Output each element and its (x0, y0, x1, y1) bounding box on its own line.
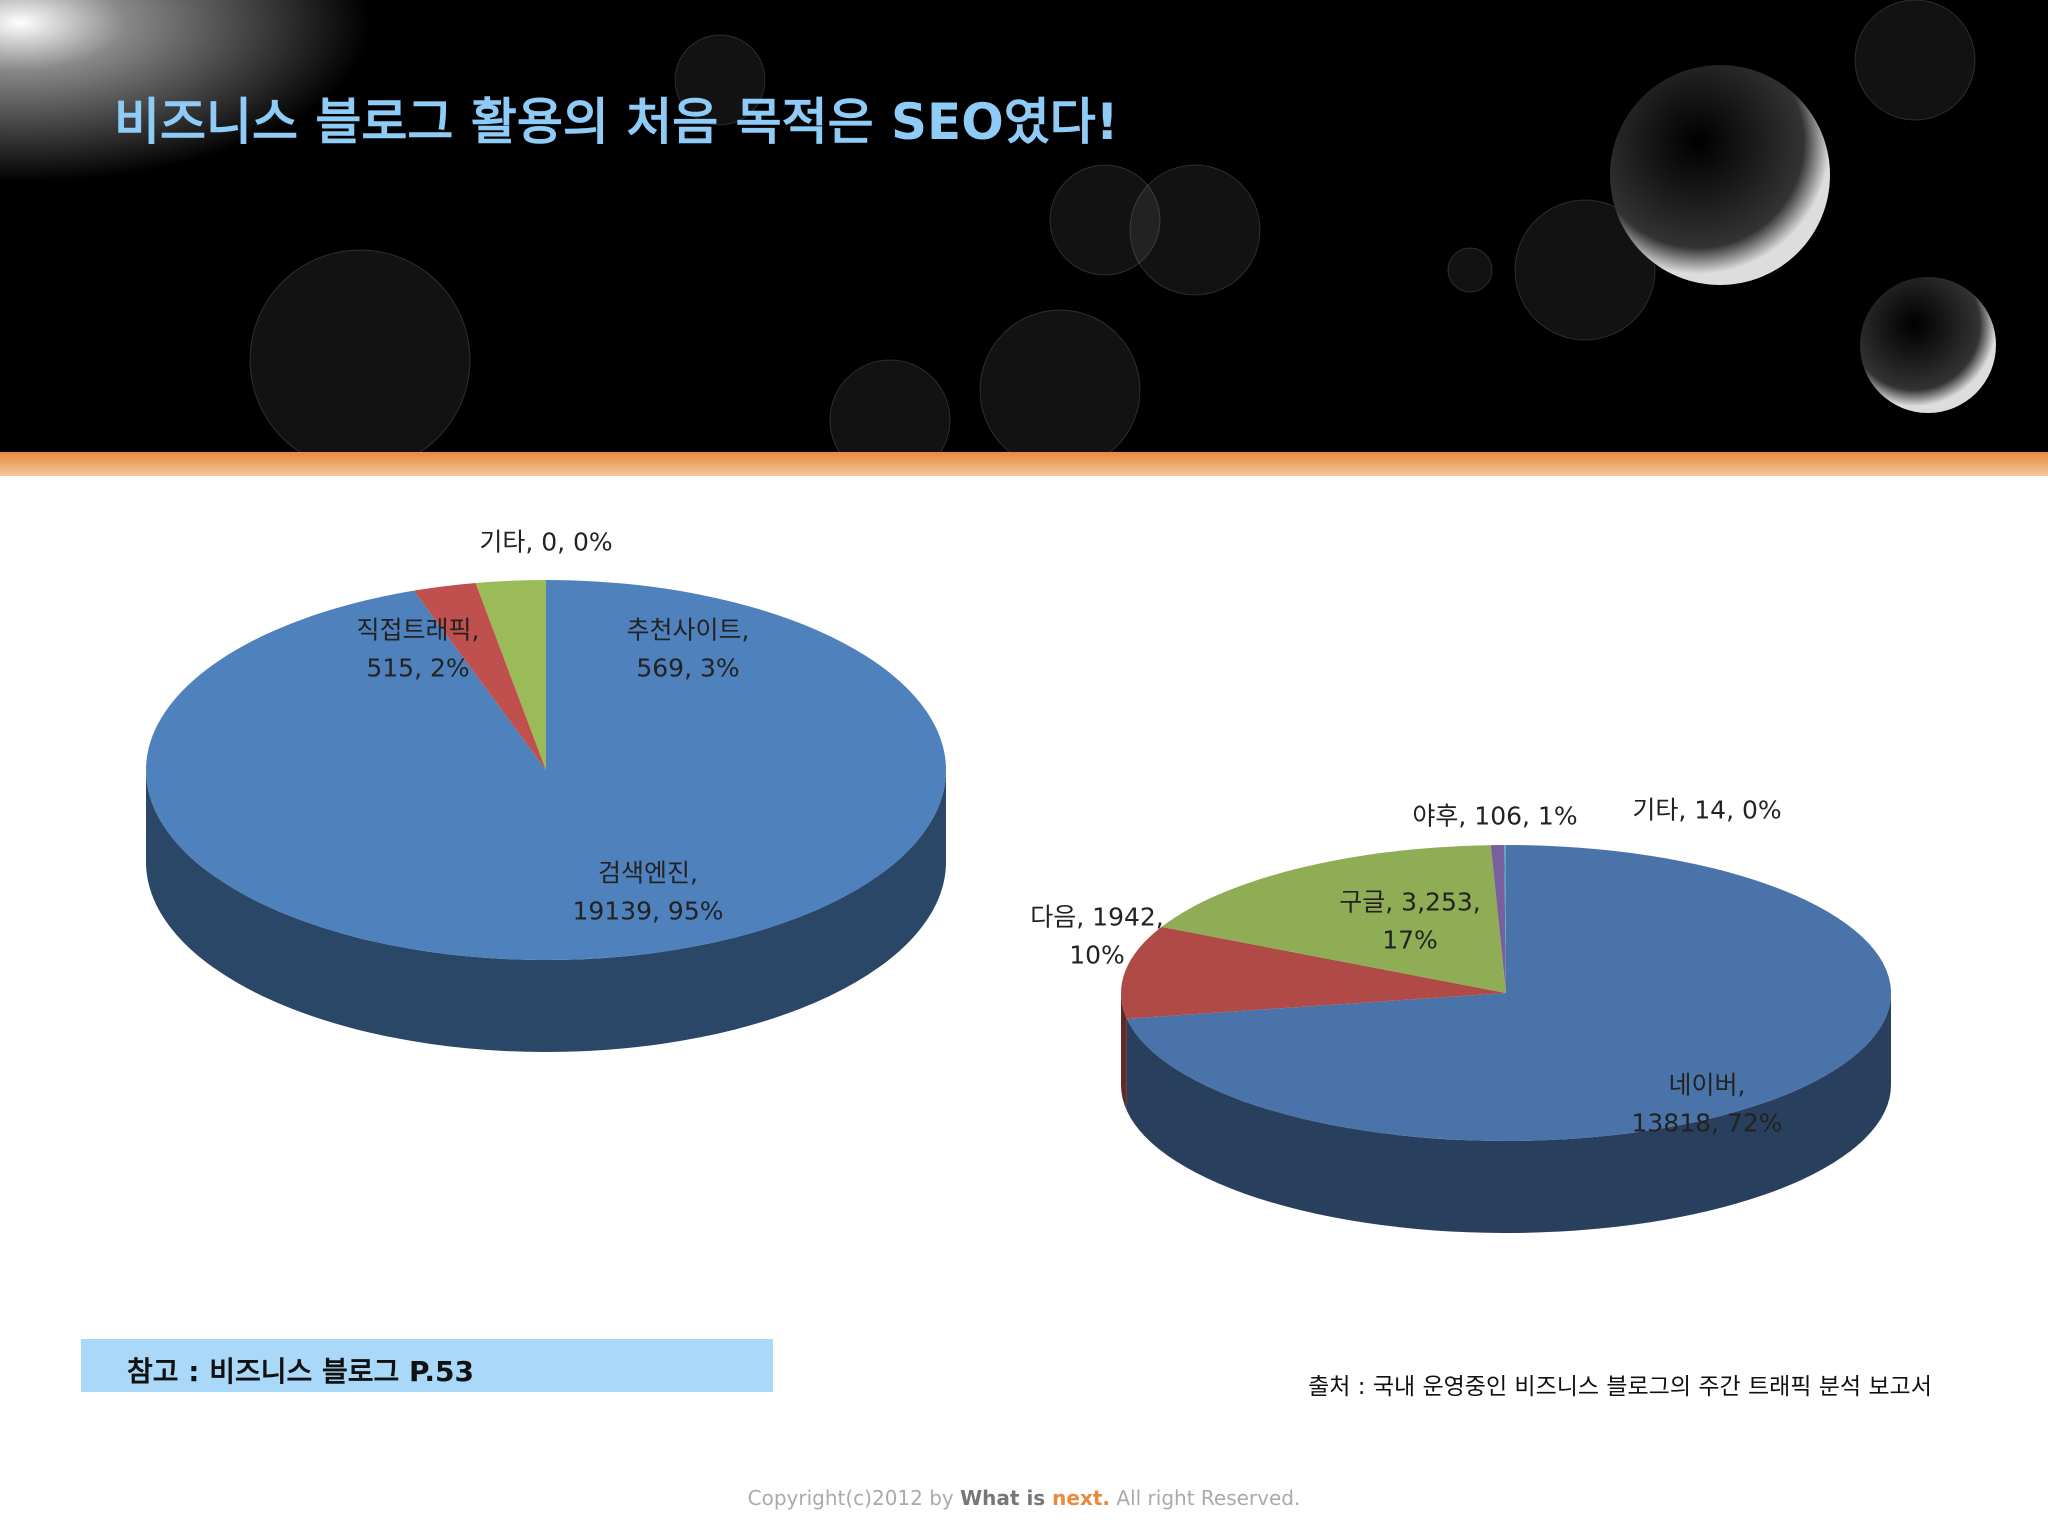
copyright-accent: next. (1052, 1486, 1111, 1510)
note-text: 참고 : 비즈니스 블로그 P.53 (127, 1355, 475, 1388)
copyright-tail: All right Reserved. (1110, 1486, 1301, 1510)
orange-band (0, 452, 2048, 476)
data-label: 기타, 0, 0% (479, 527, 613, 557)
pie-slice (413, 582, 546, 770)
data-label: 추천사이트, 569, 3% (626, 615, 750, 683)
source-text: 출처 : 국내 운영중인 비즈니스 블로그의 주간 트래픽 분석 보고서 (1308, 1374, 1932, 1400)
data-label: 검색엔진, 19139, 95% (572, 858, 724, 926)
slide-title: 비즈니스 블로그 활용의 처음 목적은 SEO였다! (114, 93, 1119, 151)
pie-side (1126, 993, 1891, 1234)
data-label: 기타, 14, 0% (1632, 795, 1782, 825)
copyright-brand: What is (960, 1486, 1053, 1510)
pie-side (146, 770, 946, 1052)
pie-slice (1504, 845, 1506, 993)
header-background (0, 0, 2048, 455)
data-label: 네이버, 13818, 72% (1631, 1070, 1783, 1138)
charts (146, 580, 1891, 1234)
data-label: 직접트래픽, 515, 2% (356, 615, 480, 683)
data-label: 다음, 1942, 10% (1030, 902, 1164, 970)
pie-slice (475, 580, 546, 770)
copyright: Copyright(c)2012 by What is next. All ri… (748, 1486, 1301, 1510)
pie-slice (146, 580, 947, 960)
pie-slice (1490, 845, 1506, 993)
pie-slice (1126, 845, 1891, 1142)
data-label: 구글, 3,253, 17% (1339, 887, 1481, 955)
data-label: 야후, 106, 1% (1412, 801, 1578, 831)
pie-side (1121, 993, 1127, 1111)
pie-slice (1121, 926, 1506, 1019)
copyright-lead: Copyright(c)2012 by (747, 1486, 961, 1510)
pie-slice (1161, 845, 1506, 993)
note-box: 참고 : 비즈니스 블로그 P.53 (81, 1339, 773, 1392)
